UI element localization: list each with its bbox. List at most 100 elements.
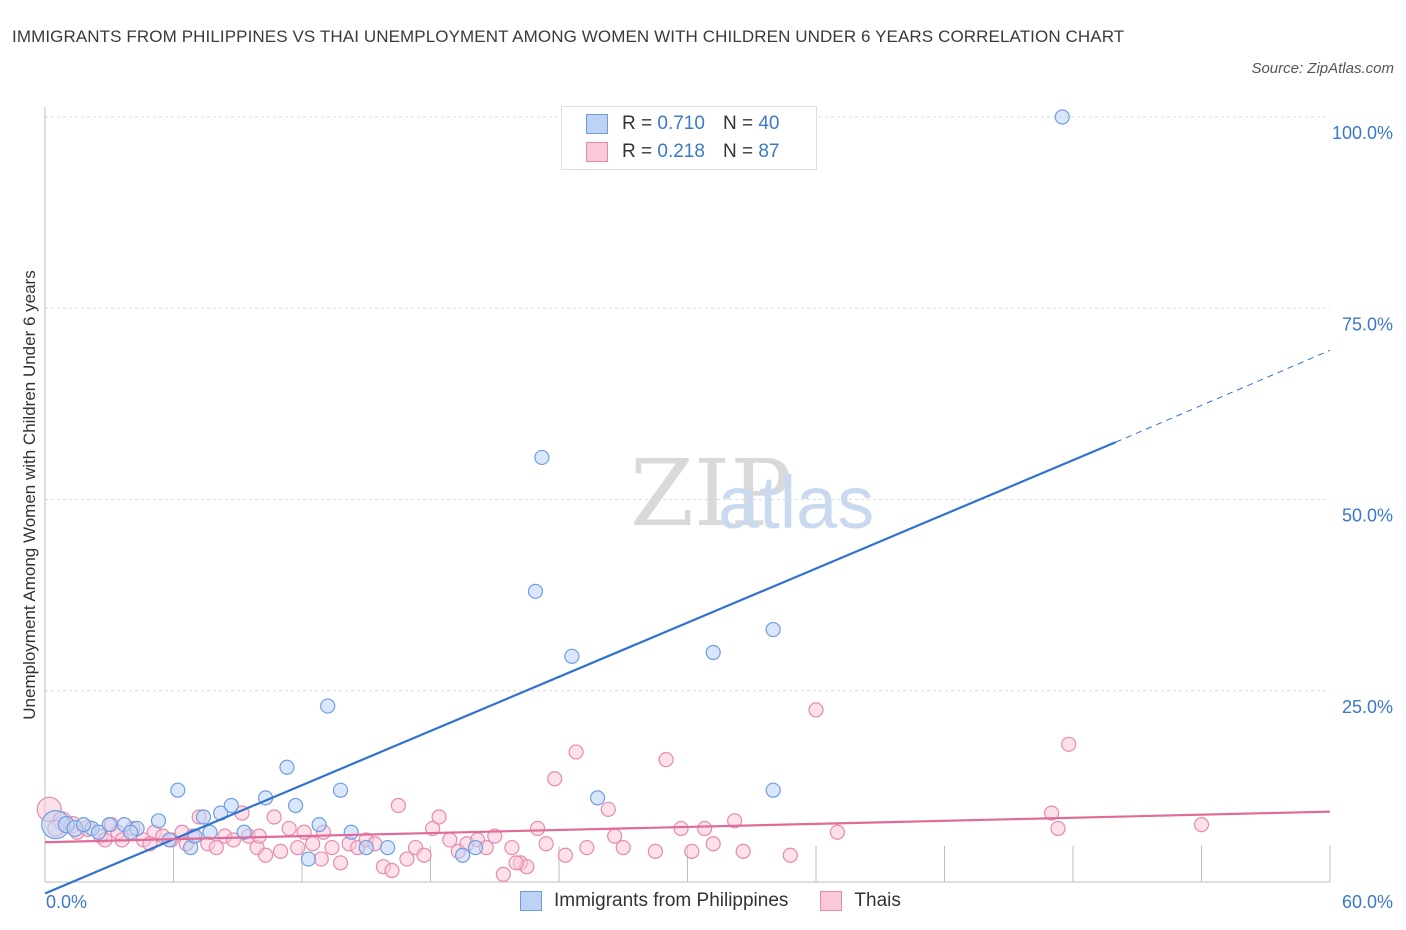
watermark-zip: ZIP (630, 440, 792, 547)
point-philippines (455, 847, 471, 863)
point-philippines (358, 839, 374, 856)
y-tick-label: 75.0% (1342, 314, 1393, 334)
point-thais (266, 809, 282, 825)
legend-r-value-philippines: 0.710 (657, 113, 705, 134)
point-thais (684, 843, 700, 860)
legend-n-label: N = (722, 113, 754, 134)
point-thais (504, 839, 520, 856)
point-philippines (765, 621, 781, 638)
trend-lines (44, 349, 1331, 895)
series-legend-label-philippines: Immigrants from Philippines (554, 890, 789, 911)
point-thais (1043, 805, 1060, 821)
point-philippines (332, 782, 349, 798)
point-thais (225, 832, 242, 848)
legend-n-label: N = (722, 141, 754, 162)
series-philippines-points (41, 109, 1070, 867)
point-philippines (101, 817, 117, 833)
point-philippines (170, 782, 186, 798)
point-philippines (320, 698, 336, 714)
x-tick-label-min: 0.0% (46, 892, 87, 912)
grid-lines (45, 116, 1330, 692)
point-thais (557, 847, 574, 863)
trend-line-philippines (44, 441, 1117, 895)
point-thais (272, 843, 289, 860)
chart-title: IMMIGRANTS FROM PHILIPPINES VS THAI UNEM… (12, 27, 1125, 46)
point-thais (305, 836, 321, 852)
point-thais (324, 839, 340, 856)
legend-swatch-thais (586, 142, 608, 162)
point-thais (332, 855, 349, 871)
series-legend-philippines[interactable]: Immigrants from Philippines (520, 890, 788, 912)
y-tick-label: 25.0% (1342, 697, 1393, 717)
point-thais (673, 820, 689, 837)
point-thais (615, 839, 631, 856)
series-swatch-philippines (520, 891, 542, 911)
legend-n-value-philippines: 40 (758, 113, 780, 134)
point-philippines (123, 824, 139, 840)
point-thais (697, 820, 713, 837)
trend-line-philippines-extension (1115, 349, 1331, 443)
point-thais (579, 839, 595, 856)
point-thais (257, 847, 274, 863)
point-thais (808, 702, 824, 718)
point-thais (495, 866, 511, 882)
watermark-atlas: atlas (718, 461, 874, 544)
point-thais (508, 855, 524, 871)
point-thais (431, 809, 447, 825)
point-thais (1061, 736, 1077, 752)
point-thais (658, 751, 674, 768)
legend-row-thais: R = 0.218 N = 87 (586, 140, 779, 164)
point-philippines (467, 839, 484, 856)
point-thais (829, 824, 846, 840)
point-philippines (279, 759, 295, 775)
y-tick-label: 50.0% (1342, 506, 1393, 526)
point-thais (727, 813, 743, 829)
series-thais-points (36, 702, 1210, 882)
source-label: Source: ZipAtlas.com (1251, 60, 1394, 77)
point-philippines (90, 824, 107, 840)
legend-swatch-philippines (586, 114, 608, 134)
point-philippines (75, 817, 92, 833)
x-tick-label-max: 60.0% (1342, 892, 1393, 912)
y-tick-label: 100.0% (1332, 123, 1393, 143)
point-philippines (287, 797, 304, 814)
point-thais (538, 836, 554, 852)
point-philippines (236, 824, 252, 840)
point-thais (735, 843, 751, 860)
y-axis-label: Unemployment Among Women with Children U… (20, 270, 39, 720)
series-legend: Immigrants from Philippines Thais (520, 890, 933, 912)
point-thais (399, 851, 415, 867)
correlation-legend: R = 0.710 N = 40 R = 0.218 N = 87 (561, 106, 817, 170)
point-philippines (223, 797, 239, 814)
point-thais (208, 839, 224, 856)
series-legend-thais[interactable]: Thais (820, 890, 901, 912)
point-thais (705, 836, 721, 852)
point-thais (290, 839, 306, 856)
point-thais (281, 820, 297, 837)
series-legend-label-thais: Thais (854, 890, 901, 911)
legend-r-label: R = (622, 141, 653, 162)
point-philippines (343, 824, 359, 840)
point-thais (384, 862, 400, 879)
legend-n-value-thais: 87 (758, 141, 780, 162)
point-thais (313, 851, 329, 867)
trend-line-thais (44, 810, 1331, 844)
point-thais (782, 847, 798, 863)
series-swatch-thais (820, 891, 843, 911)
legend-row-philippines: R = 0.710 N = 40 (586, 112, 779, 136)
point-philippines (527, 583, 544, 599)
point-thais (1050, 820, 1066, 837)
point-thais (416, 847, 432, 863)
legend-r-value-thais: 0.218 (657, 141, 705, 162)
point-philippines (311, 817, 327, 833)
tick-labels: 25.0% 50.0% 75.0% 100.0% 0.0% 60.0% (46, 123, 1393, 912)
point-philippines (589, 790, 606, 806)
point-thais (600, 801, 616, 817)
point-thais (568, 744, 584, 760)
point-philippines (195, 809, 212, 825)
point-philippines (380, 839, 396, 856)
point-philippines (150, 813, 167, 829)
point-philippines (705, 644, 721, 661)
point-thais (547, 771, 563, 787)
